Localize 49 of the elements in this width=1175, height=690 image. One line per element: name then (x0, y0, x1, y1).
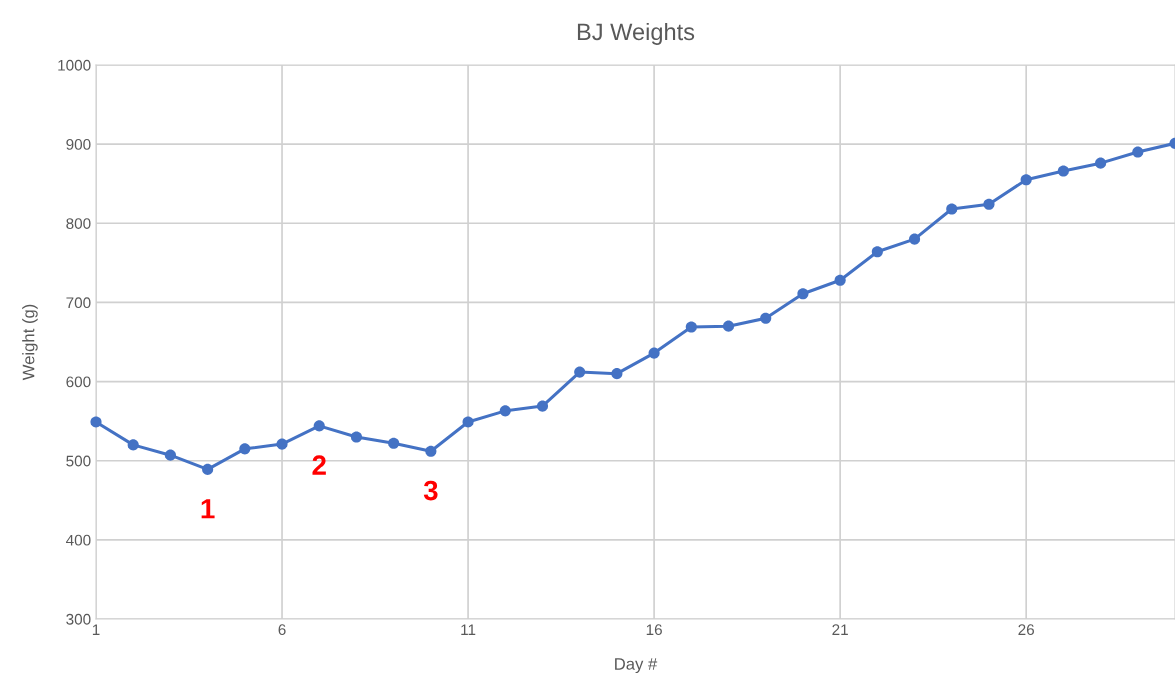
point (239, 443, 251, 455)
y-tick-label: 900 (66, 139, 91, 150)
point (313, 420, 325, 432)
point (1020, 174, 1032, 186)
annotation: 3 (423, 480, 438, 501)
x-axis-title: Day # (615, 658, 658, 674)
y-axis-title: Weight (g) (22, 304, 38, 381)
y-tick-label: 500 (66, 455, 91, 467)
y-tick-label: 300 (66, 613, 91, 625)
point (983, 198, 995, 210)
point (611, 368, 623, 380)
point (425, 445, 437, 457)
point (536, 400, 549, 412)
annotation: 2 (312, 455, 326, 475)
y-tick-label: 1000 (58, 59, 91, 71)
point (90, 416, 102, 428)
x-tick-label: 16 (646, 624, 662, 636)
point (574, 366, 586, 378)
point (164, 449, 176, 461)
point (1057, 165, 1069, 177)
point (871, 246, 883, 258)
y-tick-label: 800 (66, 218, 91, 229)
point (722, 320, 735, 332)
x-tick-label: 6 (278, 624, 286, 636)
point (797, 288, 809, 300)
chart-title: BJ Weights (577, 22, 695, 45)
point (276, 438, 288, 450)
point (1095, 157, 1107, 169)
point (499, 405, 511, 417)
point (760, 312, 772, 324)
point (202, 463, 214, 475)
point (648, 347, 660, 359)
point (1132, 146, 1144, 158)
x-tick-label: 26 (1018, 624, 1034, 636)
point (946, 203, 958, 215)
x-tick-label: 11 (461, 624, 476, 635)
point (834, 274, 846, 286)
point (388, 437, 400, 449)
annotation: 1 (201, 499, 215, 519)
y-tick-label: 400 (66, 534, 91, 546)
point (350, 431, 362, 443)
point (462, 416, 474, 428)
x-tick-label: 1 (92, 624, 100, 635)
y-tick-label: 600 (66, 376, 91, 388)
y-tick-label: 700 (66, 297, 91, 309)
point (127, 439, 139, 451)
point (685, 321, 697, 333)
x-tick-label: 21 (832, 624, 848, 635)
point (909, 233, 921, 245)
